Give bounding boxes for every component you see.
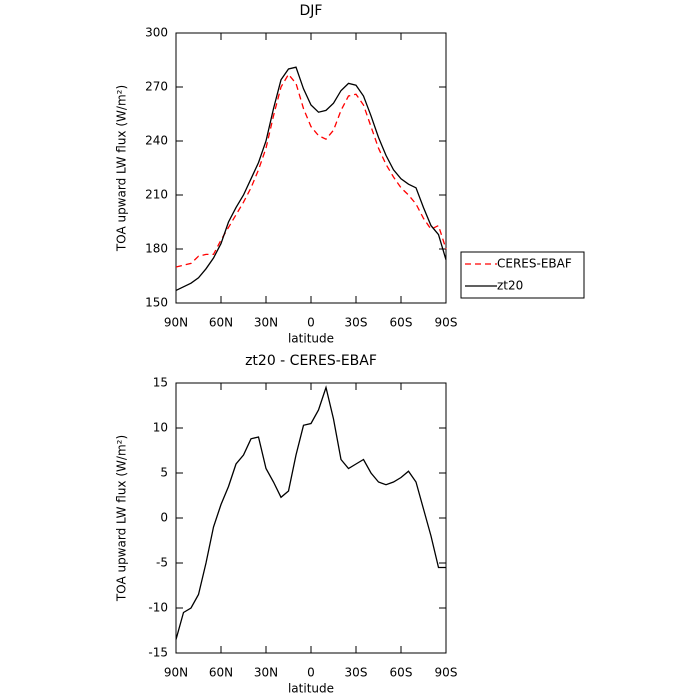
plot-frame xyxy=(175,32,447,304)
legend-label: zt20 xyxy=(497,279,523,293)
x-tick-label: 60S xyxy=(390,316,413,330)
x-tick-label: 30N xyxy=(254,666,278,680)
x-tick-label: 90N xyxy=(164,316,188,330)
data-line xyxy=(175,66,447,291)
x-tick-label: 90N xyxy=(164,666,188,680)
y-axis-label: TOA upward LW flux (W/m²) xyxy=(115,435,129,602)
x-tick-label: 90S xyxy=(435,316,458,330)
chart-title: DJF xyxy=(300,3,323,19)
x-tick-label: 30S xyxy=(345,316,368,330)
chart-title: zt20 - CERES-EBAF xyxy=(245,353,377,369)
y-axis-label: TOA upward LW flux (W/m²) xyxy=(115,85,129,252)
y-tick-label: -10 xyxy=(148,601,168,615)
legend-box xyxy=(460,251,585,299)
x-tick-label: 0 xyxy=(307,666,315,680)
x-tick-label: 60N xyxy=(209,316,233,330)
y-tick-label: 210 xyxy=(145,188,168,202)
x-tick-label: 90S xyxy=(435,666,458,680)
y-tick-label: 180 xyxy=(145,242,168,256)
y-tick-label: -5 xyxy=(156,556,168,570)
y-tick-label: 150 xyxy=(145,296,168,310)
x-tick-label: 0 xyxy=(307,316,315,330)
x-axis-label: latitude xyxy=(288,682,334,696)
y-tick-label: 300 xyxy=(145,26,168,40)
x-axis-label: latitude xyxy=(288,332,334,346)
x-tick-label: 60S xyxy=(390,666,413,680)
y-tick-label: 5 xyxy=(160,466,168,480)
y-tick-label: 10 xyxy=(153,421,168,435)
x-tick-label: 60N xyxy=(209,666,233,680)
x-tick-label: 30N xyxy=(254,316,278,330)
y-tick-label: -15 xyxy=(148,646,168,660)
legend-label: CERES-EBAF xyxy=(497,257,572,271)
y-tick-label: 270 xyxy=(145,80,168,94)
y-tick-label: 240 xyxy=(145,134,168,148)
y-tick-label: 15 xyxy=(153,376,168,390)
y-tick-label: 0 xyxy=(160,511,168,525)
data-line xyxy=(175,73,447,268)
data-line xyxy=(175,385,446,640)
x-tick-label: 30S xyxy=(345,666,368,680)
